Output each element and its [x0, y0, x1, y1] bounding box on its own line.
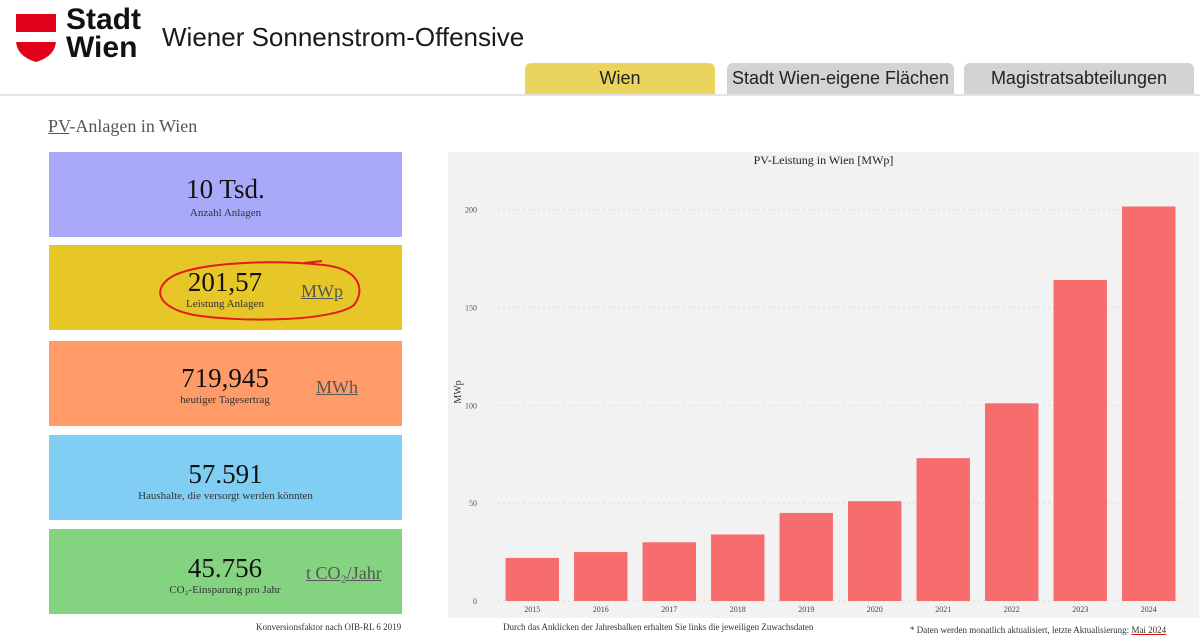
kpi-card-leistung: 201,57 Leistung Anlagen MWp [49, 245, 402, 330]
bar-2020[interactable] [848, 501, 902, 601]
chart-title: PV-Leistung in Wien [MWp] [753, 153, 894, 167]
kpi-label: heutiger Tagesertrag [180, 394, 270, 406]
update-date: Mai 2024 [1131, 625, 1167, 635]
logo-text: Stadt Wien [66, 3, 141, 64]
header-divider [0, 94, 1200, 96]
bar-2021[interactable] [916, 458, 970, 601]
bar-2023[interactable] [1053, 280, 1107, 601]
bar-2024[interactable] [1122, 206, 1176, 601]
y-tick-label: 200 [465, 206, 477, 215]
kpi-value: 10 Tsd. [186, 174, 265, 204]
x-tick-label: 2016 [593, 605, 609, 614]
kpi-value: 719,945 [181, 363, 269, 393]
kpi-label: CO₂-Einsparung pro Jahr [169, 584, 281, 596]
kpi-card-co2: 45.756 CO₂-Einsparung pro Jahr t CO₂/Jah… [49, 529, 402, 614]
kpi-unit-link[interactable]: t CO₂/Jahr [306, 563, 382, 583]
y-tick-label: 0 [473, 597, 477, 606]
kpi-card-tagesertrag: 719,945 heutiger Tagesertrag MWh [49, 341, 402, 426]
kpi-label: Haushalte, die versorgt werden könnten [138, 490, 313, 502]
bar-2019[interactable] [779, 512, 833, 601]
kpi-unit-link[interactable]: MWp [301, 281, 343, 301]
x-tick-label: 2020 [867, 605, 883, 614]
x-tick-label: 2024 [1141, 605, 1157, 614]
x-tick-label: 2019 [798, 605, 814, 614]
section-title: PV-Anlagen in Wien [48, 116, 198, 136]
kpi-value: 57.591 [188, 459, 263, 489]
kpi-unit-link[interactable]: MWh [316, 377, 358, 397]
bar-2016[interactable] [574, 552, 628, 601]
kpi-label: Leistung Anlagen [186, 298, 264, 310]
x-tick-label: 2023 [1072, 605, 1088, 614]
kpi-card-anlagen: 10 Tsd. Anzahl Anlagen [49, 152, 402, 237]
app-title: Wiener Sonnenstrom-Offensive [162, 22, 525, 52]
x-tick-label: 2021 [935, 605, 951, 614]
kpi-value: 201,57 [187, 267, 263, 297]
stadt-wien-logo-icon [16, 14, 56, 62]
y-tick-label: 50 [469, 499, 477, 508]
chart-plot: 0 50 100 150 200 MWp 2015 2016 2017 2018 2019 2020 2… [453, 206, 1183, 614]
x-tick-label: 2015 [524, 605, 540, 614]
kpi-card-haushalte: 57.591 Haushalte, die versorgt werden kö… [49, 435, 402, 520]
x-tick-label: 2018 [730, 605, 746, 614]
bar-2017[interactable] [642, 542, 696, 601]
x-tick-label: 2022 [1004, 605, 1020, 614]
kpi-value: 45.756 [187, 553, 263, 583]
bar-2018[interactable] [711, 534, 765, 601]
kpi-label: Anzahl Anlagen [189, 207, 262, 219]
click-hint-footnote: Durch das Anklicken der Jahresbalken erh… [503, 622, 814, 632]
y-tick-label: 100 [465, 401, 477, 410]
y-tick-label: 150 [465, 303, 477, 312]
x-tick-label: 2017 [661, 605, 677, 614]
y-axis-label: MWp [453, 380, 464, 403]
pv-leistung-chart: PV-Leistung in Wien [MWp] 0 50 100 150 200 MW… [448, 152, 1199, 618]
bar-2015[interactable] [505, 557, 559, 601]
bar-2022[interactable] [985, 403, 1039, 601]
conversion-footnote: Konversionsfaktor nach OIB-RL 6 2019 [256, 622, 402, 632]
red-circle-annotation [159, 260, 361, 321]
update-footnote: * Daten werden monatlich aktualisiert, l… [910, 625, 1167, 635]
tab-magistratsabteilungen[interactable]: Magistratsabteilungen [964, 63, 1194, 94]
tab-stadt-wien-eigene-flaechen[interactable]: Stadt Wien-eigene Flächen [727, 63, 954, 94]
tab-wien[interactable]: Wien [525, 63, 715, 94]
